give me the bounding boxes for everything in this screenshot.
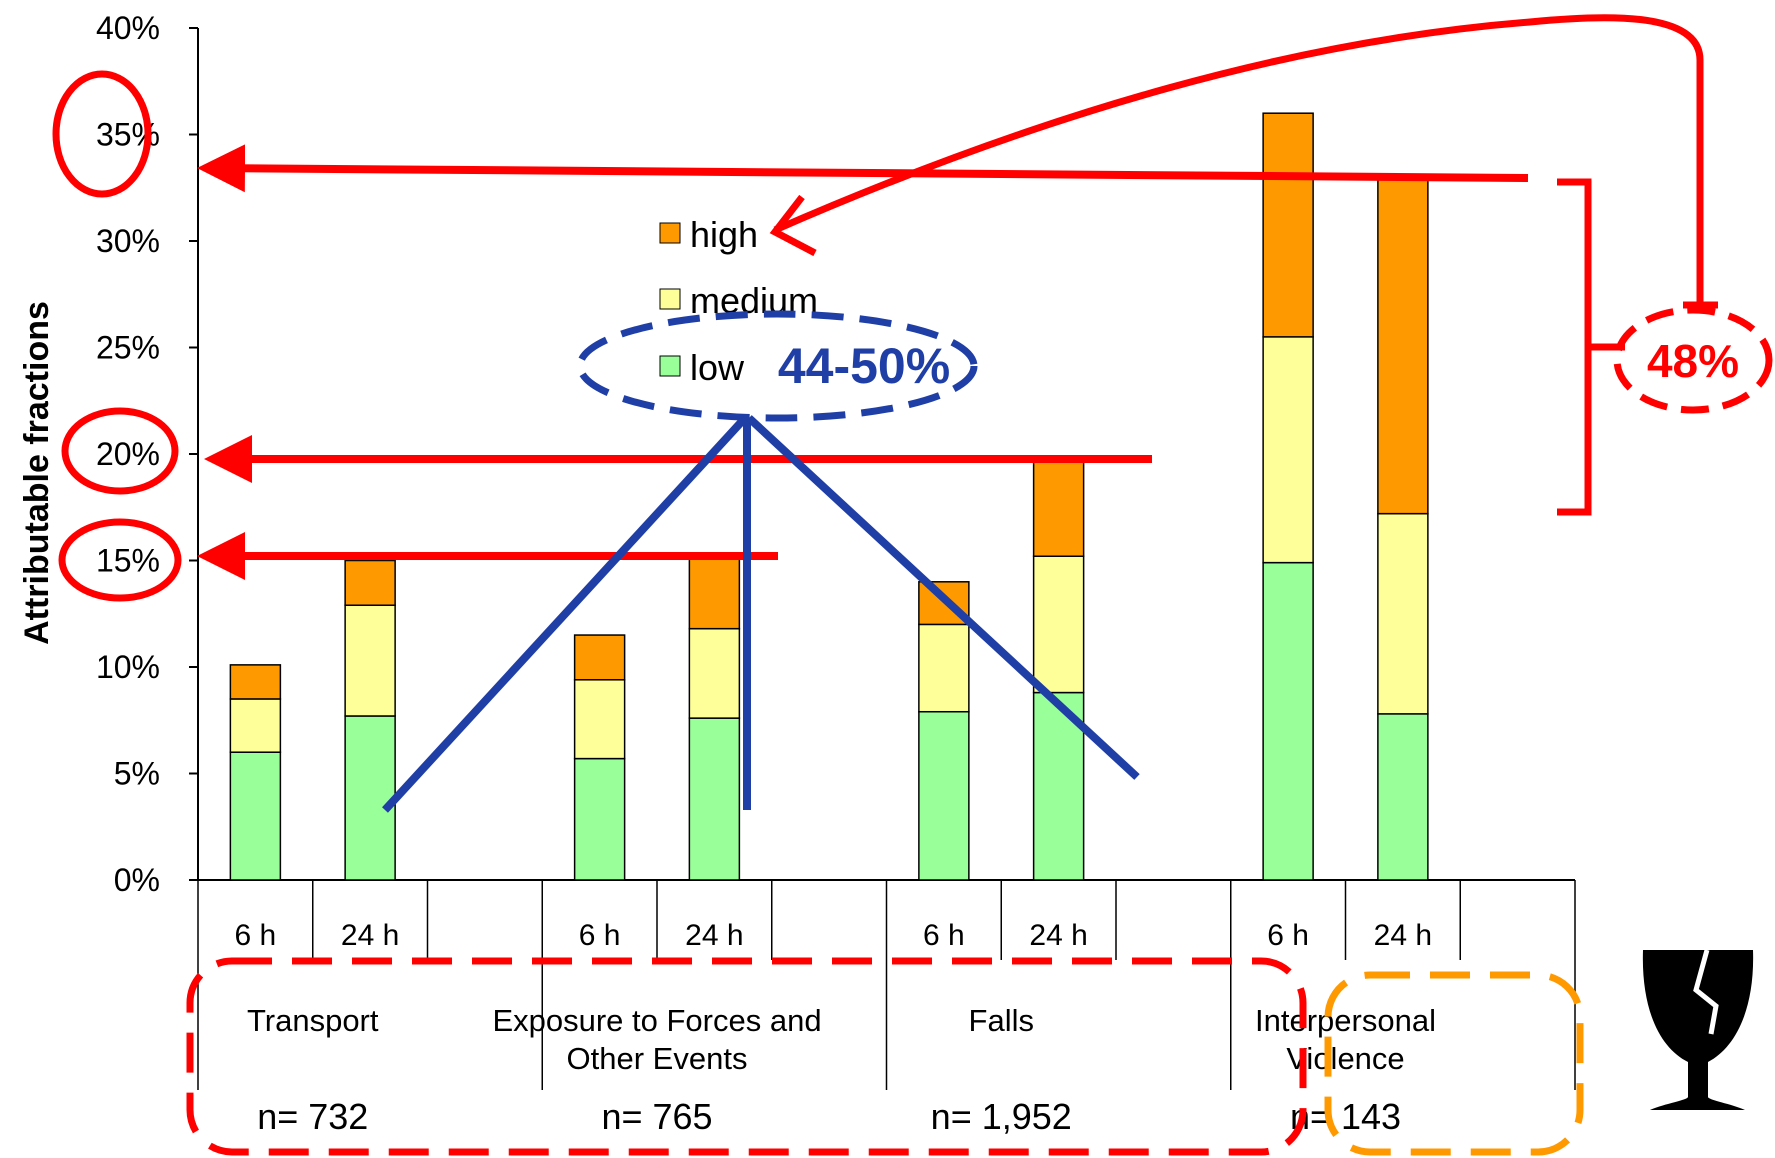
group-name-label: Transport [247,1003,379,1038]
bar-segment-medium [688,627,741,719]
bar-segment-high [1377,176,1429,515]
bar-segment-low [1377,713,1429,881]
range-circle [576,310,978,422]
legend-label-high: high [690,214,758,255]
bar-sub-label: 6 h [1267,919,1309,952]
bar-segment-high [1262,112,1314,338]
group-boxes [186,957,1584,1156]
bars [229,112,1429,881]
y-tick-labels: 0%5%10%15%20%25%30%35%40% [96,10,198,898]
bar-segment-high [229,664,282,700]
share-circle [1613,306,1773,414]
violence-box [1324,971,1584,1156]
curved-arrow-to-high [773,14,1704,305]
bar-segment-high [344,559,396,606]
y-tick-label: 5% [114,756,160,792]
legend-label-low: low [690,347,745,388]
axes [197,28,1575,881]
bar-segment-low [918,710,970,881]
legend-swatch-low [659,355,681,377]
bar-segment-low [229,751,282,881]
bar-segment-medium [1377,512,1429,715]
y-tick-label: 20% [96,436,160,472]
bar-segment-medium [918,623,970,713]
bar-segment-low [688,717,741,881]
circle-35-percent [52,70,152,198]
legend-swatch-high [659,222,681,244]
red-arrows: 48% [197,14,1773,580]
broken-glass-icon [1642,949,1754,1110]
y-tick-label: 15% [96,543,160,579]
share-annotation: 48% [1647,335,1739,387]
bar-segment-medium [344,604,396,717]
legend: high medium low [659,214,818,388]
group-name-label: Falls [969,1003,1034,1038]
category-table: 6 h 24 h 6 h 24 h 6 h 24 h 6 h 24 h Transport n= … [197,880,1576,1137]
highlighted-tick-circles [52,70,182,602]
bar-sub-label: 24 h [341,919,399,952]
arrow-to-35-percent [197,144,1529,193]
group-count-label: n= 143 [1290,1096,1401,1137]
y-tick-label: 30% [96,223,160,259]
bar-sub-label: 6 h [235,919,277,952]
group-count-label: n= 765 [601,1096,712,1137]
legend-swatch-medium [659,288,681,310]
bar-segment-high [1032,457,1085,557]
circle-15-percent [58,518,182,602]
group-name-label: Exposure to Forces and Other Events [492,1003,821,1076]
group-count-label: n= 1,952 [931,1096,1072,1137]
bar-sub-label: 6 h [579,919,621,952]
circle-20-percent [61,407,179,495]
range-annotation: 44-50% [778,338,950,394]
blue-line-falls [746,415,1140,780]
bar-segment-low [344,715,396,881]
blue-annotation: 44-50% [382,310,1140,813]
legend-label-medium: medium [690,280,818,321]
bar-segment-high [688,555,741,630]
y-tick-label: 25% [96,330,160,366]
curved-arrow-head [769,194,817,257]
bar-sub-label: 24 h [685,919,743,952]
y-tick-label: 0% [114,862,160,898]
bar-sub-label: 24 h [1374,919,1432,952]
bar-sub-label: 6 h [923,919,965,952]
bar-segment-medium [573,679,626,760]
bar-sub-label: 24 h [1029,919,1087,952]
bar-segment-medium [1032,555,1085,694]
group-count-label: n= 732 [257,1096,368,1137]
blue-line-transport [382,415,748,813]
bar-segment-high [573,634,626,681]
bar-segment-medium [1262,336,1314,564]
y-tick-label: 40% [96,10,160,46]
bar-segment-medium [229,698,282,753]
y-axis-label: Attributable fractions [18,301,56,645]
group-name-label: Interpersonal Violence [1255,1003,1436,1076]
y-tick-label: 10% [96,649,160,685]
bar-segment-low [573,757,626,881]
bar-segment-low [1262,561,1314,881]
share-bracket [1557,178,1625,516]
unintentional-injuries-box [186,957,1307,1156]
